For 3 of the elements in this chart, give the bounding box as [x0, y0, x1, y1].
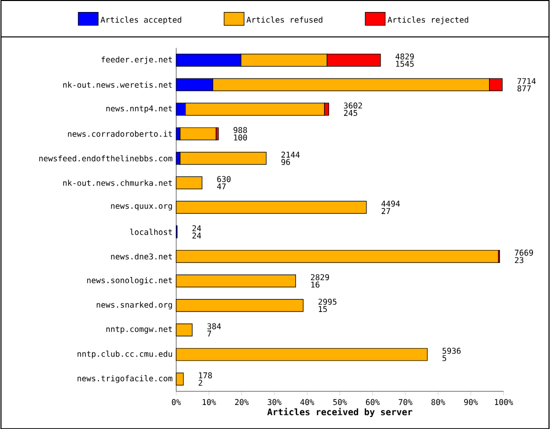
- x-axis-title: Articles received by server: [267, 408, 412, 417]
- bar: [180, 152, 267, 165]
- bar: [180, 127, 216, 140]
